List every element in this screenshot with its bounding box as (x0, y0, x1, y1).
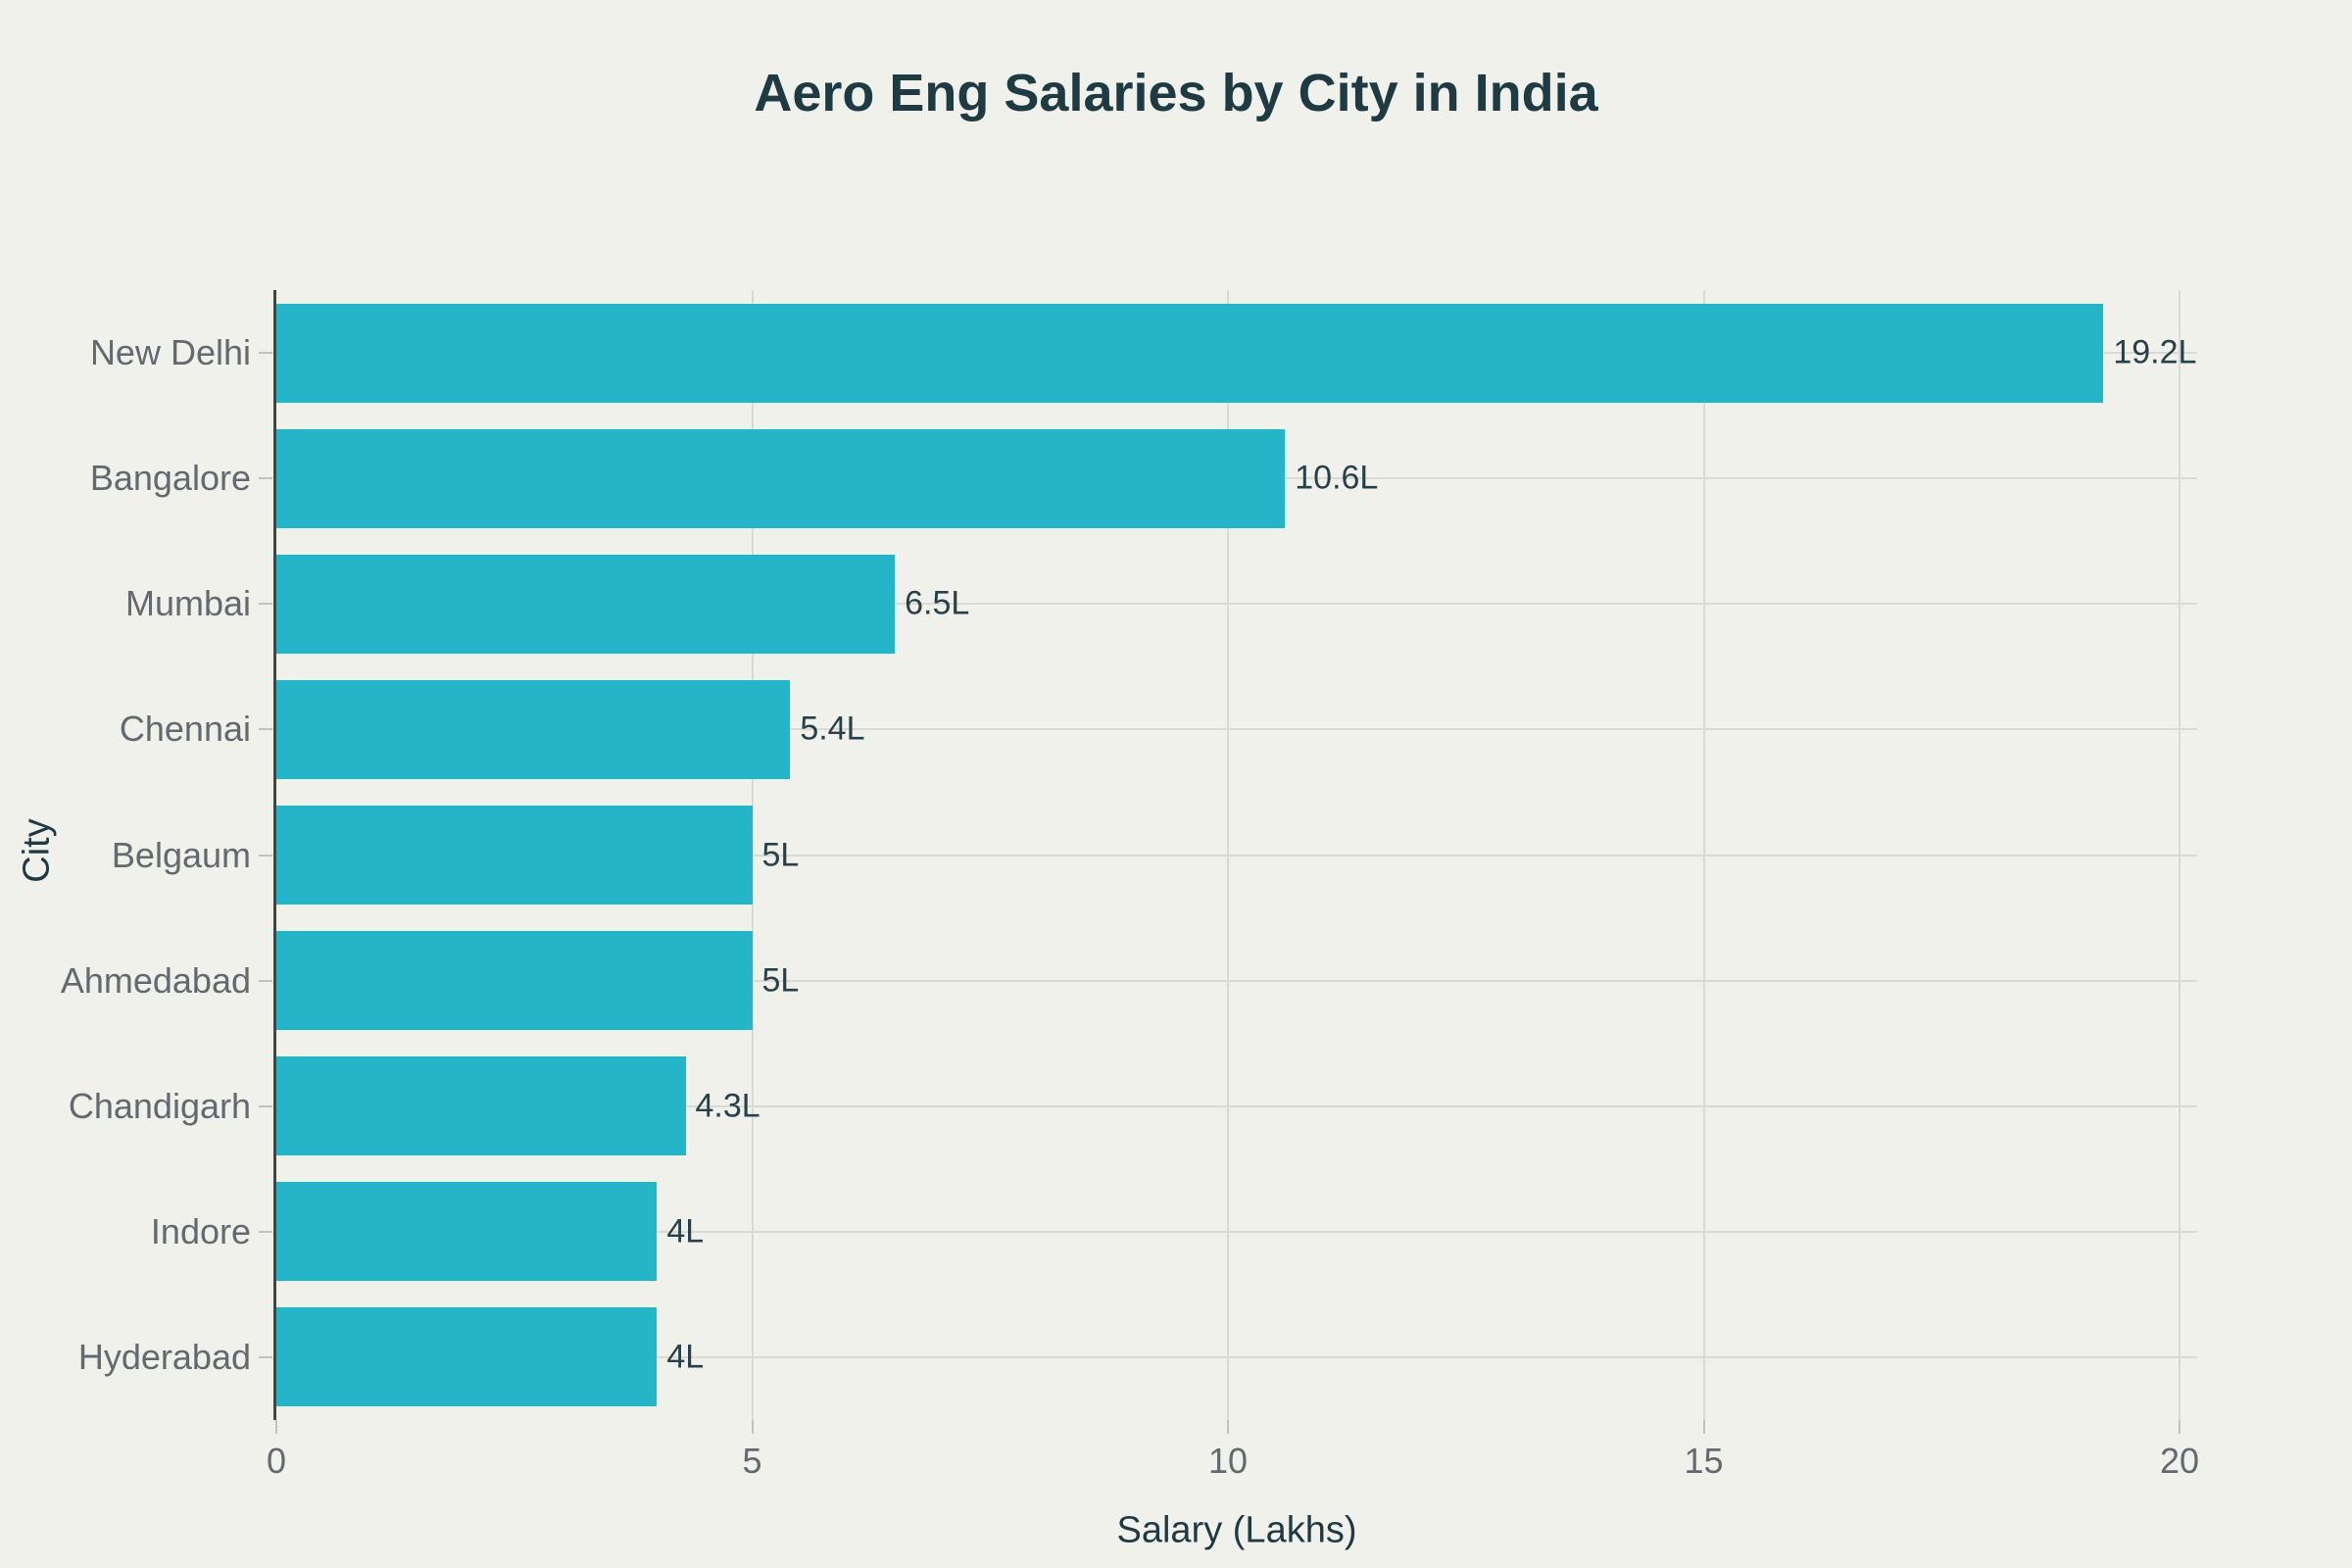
y-gridline-indore (276, 1230, 2197, 1233)
x-tick-label-0: 0 (266, 1441, 287, 1481)
x-tick-label-15: 15 (1684, 1441, 1724, 1481)
y-tick-mark-belgaum (259, 854, 272, 857)
x-tick-label-5: 5 (742, 1441, 762, 1481)
bar-value-label-mumbai: 6.5L (905, 584, 970, 622)
y-tick-label-chennai: Chennai (119, 709, 251, 750)
bar-indore[interactable] (276, 1182, 658, 1282)
bar-belgaum[interactable] (276, 806, 753, 905)
bar-chennai[interactable] (276, 679, 791, 779)
y-tick-label-bangalore: Bangalore (89, 458, 251, 499)
bar-mumbai[interactable] (276, 554, 896, 654)
bar-value-label-bangalore: 10.6L (1295, 459, 1379, 497)
y-tick-mark-chennai (259, 728, 272, 731)
y-gridline-mumbai (276, 603, 2197, 606)
y-tick-label-hyderabad: Hyderabad (77, 1336, 251, 1377)
x-tick-mark-0 (275, 1420, 277, 1434)
bar-ahmedabad[interactable] (276, 931, 753, 1031)
y-tick-label-belgaum: Belgaum (111, 834, 251, 875)
y-gridline-chandigarh (276, 1104, 2197, 1107)
y-tick-label-indore: Indore (150, 1210, 251, 1251)
y-tick-mark-indore (259, 1230, 272, 1233)
x-tick-mark-15 (1702, 1420, 1705, 1434)
bar-value-label-indore: 4L (666, 1212, 705, 1250)
bar-value-label-belgaum: 5L (761, 836, 800, 873)
y-gridline-ahmedabad (276, 979, 2197, 982)
x-tick-mark-10 (1227, 1420, 1229, 1434)
bar-bangalore[interactable] (276, 428, 1286, 528)
x-tick-label-20: 20 (2159, 1441, 2200, 1481)
bar-chandigarh[interactable] (276, 1056, 686, 1156)
bar-new-delhi[interactable] (276, 303, 2104, 403)
x-tick-mark-5 (751, 1420, 754, 1434)
y-tick-mark-chandigarh (259, 1104, 272, 1107)
x-tick-mark-20 (2179, 1420, 2180, 1434)
y-gridline-chennai (276, 728, 2197, 731)
bar-value-label-new-delhi: 19.2L (2113, 333, 2197, 371)
x-tick-label-10: 10 (1207, 1441, 1249, 1481)
y-tick-label-ahmedabad: Ahmedabad (60, 959, 251, 1001)
y-tick-mark-bangalore (259, 477, 272, 480)
bar-hyderabad[interactable] (276, 1307, 658, 1407)
bar-value-label-chandigarh: 4.3L (695, 1087, 760, 1125)
bar-value-label-chennai: 5.4L (800, 710, 865, 748)
y-axis-line (273, 290, 276, 1420)
y-tick-label-chandigarh: Chandigarh (68, 1085, 251, 1126)
y-tick-label-new-delhi: New Delhi (89, 332, 251, 373)
y-tick-mark-new-delhi (259, 352, 272, 355)
x-axis-title: Salary (Lakhs) (1116, 1509, 1357, 1551)
y-tick-mark-hyderabad (259, 1355, 272, 1358)
bar-value-label-hyderabad: 4L (666, 1338, 705, 1376)
y-tick-label-mumbai: Mumbai (124, 583, 251, 624)
y-tick-mark-mumbai (259, 603, 272, 606)
bar-value-label-ahmedabad: 5L (761, 961, 800, 1000)
y-gridline-hyderabad (276, 1355, 2197, 1358)
chart-title: Aero Eng Salaries by City in India (754, 64, 1598, 122)
y-gridline-belgaum (276, 854, 2197, 857)
y-tick-mark-ahmedabad (259, 979, 272, 982)
